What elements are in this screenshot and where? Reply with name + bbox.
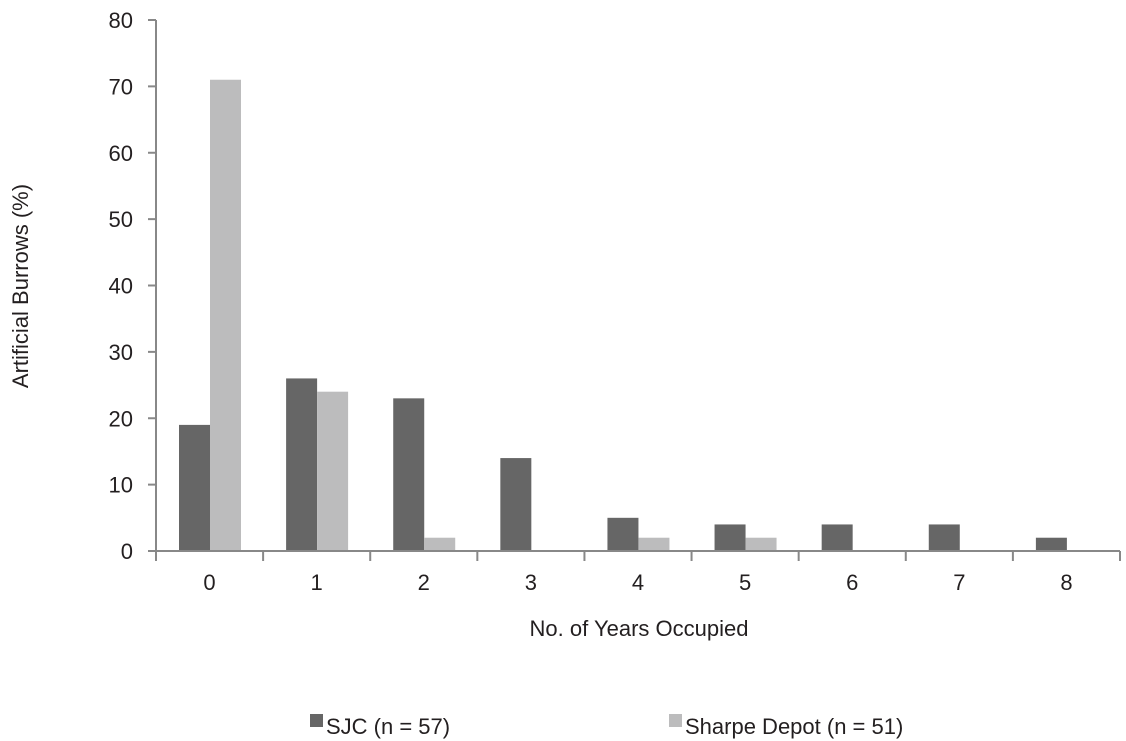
x-tick-label: 5 xyxy=(739,570,751,595)
y-tick-label: 20 xyxy=(109,406,133,431)
bar-sharpe-depot-0 xyxy=(210,79,241,552)
y-tick-label: 10 xyxy=(109,473,133,498)
y-tick-label: 0 xyxy=(121,539,133,564)
bar-sjc-8 xyxy=(1035,537,1067,551)
bar-sjc-2 xyxy=(393,398,425,551)
legend-label: Sharpe Depot (n = 51) xyxy=(685,714,903,739)
legend-swatch xyxy=(310,714,323,727)
bar-sjc-5 xyxy=(714,524,746,551)
y-axis-ticks: 0 10 20 30 40 50 60 70 80 xyxy=(109,8,156,564)
x-tick-label: 6 xyxy=(846,570,858,595)
bar-sjc-7 xyxy=(928,524,960,551)
x-tick-label: 3 xyxy=(525,570,537,595)
x-axis-title: No. of Years Occupied xyxy=(530,616,749,641)
y-axis-title: Artificial Burrows (%) xyxy=(8,184,33,388)
bar-sjc-3 xyxy=(500,458,532,551)
bars-layer xyxy=(179,79,1067,552)
x-tick-label: 8 xyxy=(1060,570,1072,595)
y-tick-label: 80 xyxy=(109,8,133,33)
legend: SJC (n = 57) Sharpe Depot (n = 51) xyxy=(310,714,903,739)
y-tick-label: 70 xyxy=(109,74,133,99)
y-tick-label: 60 xyxy=(109,141,133,166)
bar-sharpe-depot-5 xyxy=(745,537,777,551)
bar-sjc-6 xyxy=(821,524,853,551)
bar-sharpe-depot-4 xyxy=(638,537,670,551)
x-tick-label: 7 xyxy=(953,570,965,595)
legend-swatch xyxy=(669,714,682,727)
y-tick-label: 30 xyxy=(109,340,133,365)
x-tick-label: 2 xyxy=(418,570,430,595)
y-tick-label: 50 xyxy=(109,207,133,232)
bar-sharpe-depot-2 xyxy=(424,537,456,551)
bar-sharpe-depot-1 xyxy=(317,391,349,551)
bar-sjc-4 xyxy=(607,517,639,551)
x-tick-label: 4 xyxy=(632,570,644,595)
x-axis-ticks: 0 1 2 3 4 5 6 7 8 xyxy=(155,551,1121,595)
x-tick-label: 0 xyxy=(203,570,215,595)
legend-label: SJC (n = 57) xyxy=(326,714,450,739)
bar-sjc-0 xyxy=(179,424,210,551)
y-tick-label: 40 xyxy=(109,274,133,299)
x-tick-label: 1 xyxy=(311,570,323,595)
bar-sjc-1 xyxy=(286,378,318,551)
